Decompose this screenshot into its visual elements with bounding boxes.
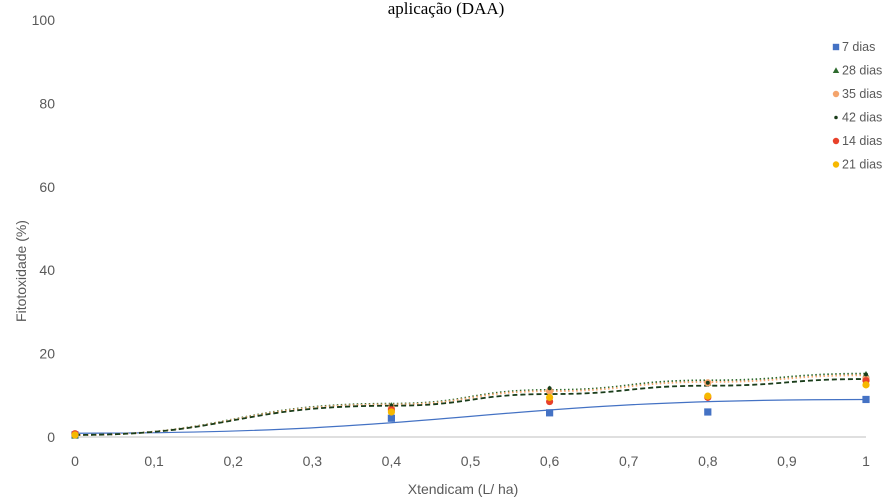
legend-entry: 35 dias: [842, 87, 882, 101]
x-tick-label: 0,2: [223, 453, 243, 469]
x-tick-label: 0,6: [540, 453, 560, 469]
x-tick-label: 0,3: [303, 453, 323, 469]
trendline: [74, 398, 867, 434]
trendline: [74, 378, 867, 436]
x-tick-label: 0,7: [619, 453, 639, 469]
legend-marker: [832, 161, 840, 168]
legend-entry: 21 dias: [842, 158, 882, 172]
legend-marker: [832, 90, 840, 98]
legend: 7 dias 28 dias 35 dias 42 dias 14 dias 21 dia…: [832, 40, 882, 172]
legend-marker: [832, 67, 840, 74]
data-point: [705, 380, 710, 385]
y-tick-label: 40: [39, 262, 55, 278]
data-point: [387, 408, 395, 416]
y-tick-label: 0: [47, 429, 55, 445]
x-tick-label: 0: [71, 453, 79, 469]
legend-marker: [834, 115, 838, 120]
data-point: [547, 386, 552, 391]
y-tick-label: 20: [39, 346, 55, 362]
data-point: [704, 392, 712, 400]
y-tick-label: 100: [32, 12, 56, 28]
x-tick-label: 0,5: [461, 453, 481, 469]
x-axis-label: Xtendicam (L/ ha): [408, 481, 519, 497]
data-point: [546, 409, 554, 417]
legend-entry: 7 dias: [842, 40, 875, 54]
x-tick-label: 0,1: [144, 453, 164, 469]
data-points: [71, 370, 870, 439]
data-point: [546, 393, 554, 401]
x-tick-label: 0,8: [698, 453, 718, 469]
x-tick-label: 0,4: [382, 453, 402, 469]
data-point: [71, 431, 79, 439]
y-tick-label: 80: [39, 95, 55, 111]
x-tick-label: 1: [862, 453, 870, 469]
x-axis-ticks: 0 0,1 0,2 0,3 0,4 0,5 0,6 0,7 0,8 0,9 1: [71, 453, 870, 469]
trendline: [74, 372, 867, 436]
y-axis-label: Fitotoxidade (%): [13, 220, 29, 322]
y-axis-ticks: 0 20 40 60 80 100: [32, 12, 56, 445]
data-point: [864, 372, 868, 377]
data-point: [546, 387, 554, 395]
legend-marker: [832, 43, 840, 51]
y-tick-label: 60: [39, 179, 55, 195]
data-point: [862, 395, 870, 404]
legend-entry: 28 dias: [842, 64, 882, 78]
data-point: [862, 381, 870, 389]
data-point: [387, 414, 395, 422]
legend-entry: 42 dias: [842, 111, 882, 125]
chart-title: aplicação (DAA): [388, 0, 505, 18]
trendlines: [74, 372, 867, 436]
x-tick-label: 0,9: [777, 453, 797, 469]
data-point: [704, 408, 712, 416]
legend-entry: 14 dias: [842, 134, 882, 148]
legend-marker: [832, 137, 840, 145]
